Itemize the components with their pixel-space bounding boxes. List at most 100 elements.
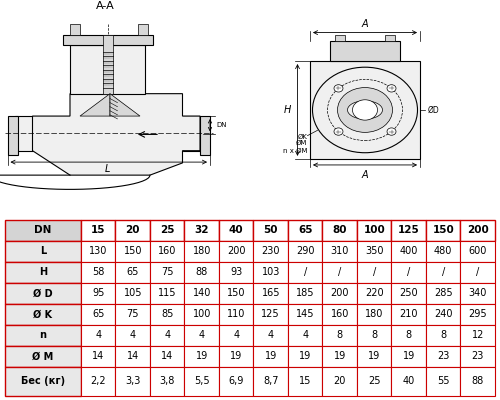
Text: /: / [304, 268, 307, 278]
Text: 295: 295 [468, 310, 487, 320]
Bar [322, 325, 357, 346]
Bar [116, 241, 150, 262]
Text: 65: 65 [298, 226, 312, 236]
Bar [357, 283, 392, 304]
Text: 14: 14 [161, 352, 173, 362]
Text: 3,3: 3,3 [125, 376, 140, 386]
Bar [385, 35, 395, 41]
Bar [460, 220, 495, 241]
Bar [357, 346, 392, 367]
Text: 20: 20 [334, 376, 346, 386]
Text: 150: 150 [227, 288, 246, 298]
Text: 160: 160 [330, 310, 349, 320]
Text: 19: 19 [402, 352, 415, 362]
Bar [288, 304, 322, 325]
Bar [5, 346, 81, 367]
Text: 200: 200 [467, 226, 488, 236]
Bar [116, 346, 150, 367]
Text: 25: 25 [368, 376, 380, 386]
Text: A: A [362, 170, 368, 180]
Bar [288, 325, 322, 346]
Text: H: H [39, 268, 47, 278]
Bar [150, 220, 184, 241]
Bar [81, 367, 116, 396]
Text: 19: 19 [299, 352, 312, 362]
Bar [357, 241, 392, 262]
Circle shape [334, 128, 343, 135]
Text: 55: 55 [437, 376, 450, 386]
Text: 15: 15 [91, 226, 106, 236]
Bar [288, 220, 322, 241]
Bar [254, 262, 288, 283]
Bar [288, 241, 322, 262]
Bar [335, 35, 345, 41]
Text: 165: 165 [262, 288, 280, 298]
Text: 145: 145 [296, 310, 314, 320]
Text: 200: 200 [330, 288, 349, 298]
Bar [200, 116, 210, 155]
Bar [5, 241, 81, 262]
Bar [5, 367, 81, 396]
Bar [460, 283, 495, 304]
Text: 2,2: 2,2 [90, 376, 106, 386]
Bar [254, 283, 288, 304]
Bar [426, 220, 460, 241]
Polygon shape [80, 94, 110, 116]
Text: Ø M: Ø M [32, 352, 54, 362]
Circle shape [387, 128, 396, 135]
Bar [288, 346, 322, 367]
Bar [254, 325, 288, 346]
Text: 40: 40 [229, 226, 244, 236]
Bar [392, 367, 426, 396]
Circle shape [387, 85, 396, 92]
Text: A: A [362, 19, 368, 29]
Bar [184, 220, 219, 241]
Text: 85: 85 [161, 310, 173, 320]
Text: 32: 32 [194, 226, 209, 236]
Bar [15, 116, 32, 151]
Bar [184, 304, 219, 325]
Bar [426, 262, 460, 283]
Text: A-A: A-A [96, 1, 114, 11]
Text: Ø K: Ø K [34, 310, 52, 320]
Text: 25: 25 [160, 226, 174, 236]
Text: 23: 23 [437, 352, 450, 362]
Text: 14: 14 [92, 352, 104, 362]
Bar [254, 346, 288, 367]
Bar [184, 241, 219, 262]
Text: 4: 4 [130, 330, 136, 340]
Text: 8: 8 [336, 330, 343, 340]
Bar [81, 346, 116, 367]
Text: L: L [40, 246, 46, 256]
Bar [81, 304, 116, 325]
Text: 40: 40 [402, 376, 415, 386]
Text: 3,8: 3,8 [160, 376, 175, 386]
Text: 95: 95 [92, 288, 104, 298]
Text: 4: 4 [302, 330, 308, 340]
Text: 65: 65 [126, 268, 139, 278]
Text: 20: 20 [126, 226, 140, 236]
Bar [5, 325, 81, 346]
Text: 220: 220 [365, 288, 384, 298]
Bar [5, 283, 81, 304]
Bar [426, 304, 460, 325]
Text: 19: 19 [264, 352, 277, 362]
Bar [81, 283, 116, 304]
Text: 5,5: 5,5 [194, 376, 210, 386]
Bar [102, 35, 113, 94]
Bar [116, 262, 150, 283]
Bar [116, 220, 150, 241]
Text: 290: 290 [296, 246, 314, 256]
Text: DN: DN [216, 122, 226, 128]
Text: 8: 8 [440, 330, 446, 340]
Text: 75: 75 [161, 268, 173, 278]
Text: 400: 400 [400, 246, 418, 256]
Text: 19: 19 [196, 352, 208, 362]
Bar [116, 367, 150, 396]
Bar [460, 367, 495, 396]
Bar [219, 283, 254, 304]
Bar [150, 325, 184, 346]
Text: 150: 150 [432, 226, 454, 236]
Bar [184, 367, 219, 396]
Text: 8: 8 [371, 330, 378, 340]
